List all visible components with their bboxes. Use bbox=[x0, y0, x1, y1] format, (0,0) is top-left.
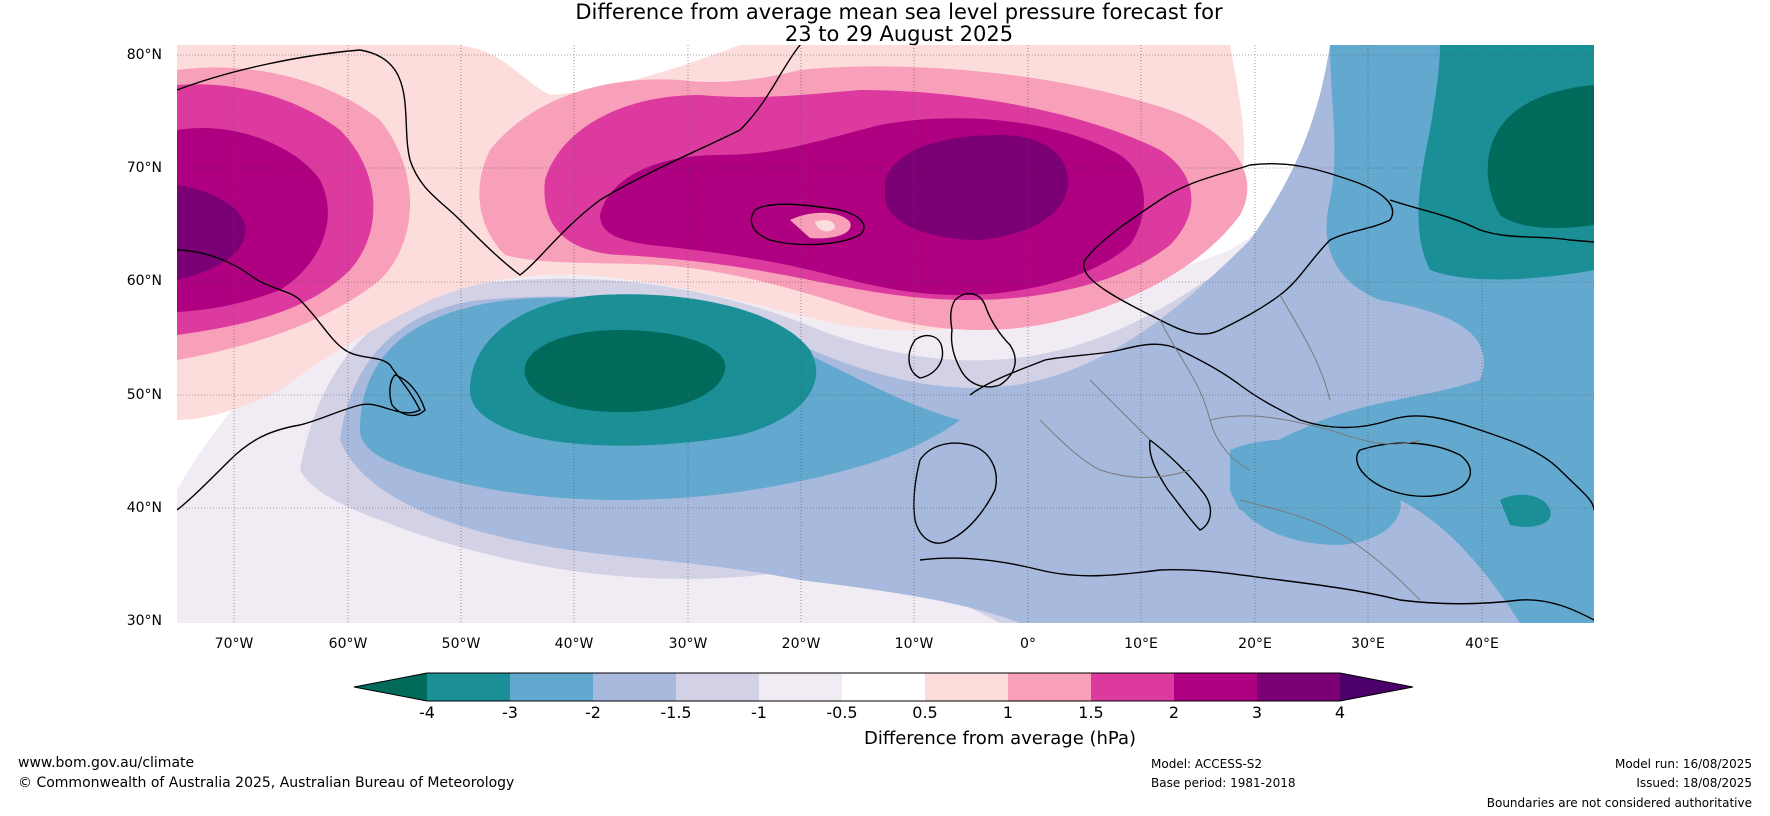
colorbar-tick-label: 0.5 bbox=[912, 703, 938, 722]
lon-label-10e: 10°E bbox=[1124, 636, 1158, 652]
colorbar-swatch bbox=[510, 673, 593, 701]
lon-label-60w: 60°W bbox=[328, 636, 368, 652]
chart-title: Difference from average mean sea level p… bbox=[575, 0, 1223, 24]
colorbar-outline bbox=[353, 672, 1414, 702]
colorbar-title: Difference from average (hPa) bbox=[863, 728, 1137, 749]
copyright-text: © Commonwealth of Australia 2025, Austra… bbox=[18, 775, 515, 791]
colorbar-tick-label: 1.5 bbox=[1078, 703, 1104, 722]
colorbar-swatch bbox=[1008, 673, 1091, 701]
lon-label-70w: 70°W bbox=[214, 636, 254, 652]
lat-label-50n: 50°N bbox=[126, 387, 162, 403]
colorbar-swatch bbox=[1257, 673, 1340, 701]
colorbar-tick-label: 1 bbox=[1002, 703, 1014, 722]
website-link[interactable]: www.bom.gov.au/climate bbox=[18, 755, 195, 771]
country-borders bbox=[1039, 294, 1421, 601]
colorbar-swatch bbox=[593, 673, 676, 701]
lon-label-10w: 10°W bbox=[894, 636, 934, 652]
colorbar-extension-high bbox=[1340, 673, 1413, 701]
lon-label-30w: 30°W bbox=[668, 636, 708, 652]
colorbar-swatch bbox=[925, 673, 1008, 701]
colorbar-tick-label: -4 bbox=[419, 703, 435, 722]
lon-label-20e: 20°E bbox=[1238, 636, 1272, 652]
disclaimer-text: Boundaries are not considered authoritat… bbox=[1486, 796, 1752, 810]
colorbar-tick-label: -1 bbox=[751, 703, 767, 722]
lon-label-20w: 20°W bbox=[781, 636, 821, 652]
positive-anomaly-fields bbox=[177, 45, 1248, 420]
lon-label-30e: 30°E bbox=[1351, 636, 1385, 652]
colorbar-swatch bbox=[427, 673, 510, 701]
lat-label-40n: 40°N bbox=[126, 500, 162, 516]
colorbar-tick-label: 3 bbox=[1251, 703, 1263, 722]
lon-label-0: 0° bbox=[1020, 636, 1036, 652]
colorbar-swatch bbox=[759, 673, 842, 701]
lat-label-60n: 60°N bbox=[126, 273, 162, 289]
colorbar-tick-label: 4 bbox=[1334, 703, 1346, 722]
negative-anomaly-fields bbox=[177, 45, 1594, 623]
colorbar-swatch bbox=[1174, 673, 1257, 701]
lon-label-50w: 50°W bbox=[441, 636, 481, 652]
colorbar bbox=[353, 672, 1414, 702]
lat-label-80n: 80°N bbox=[126, 47, 162, 63]
lon-label-40e: 40°E bbox=[1465, 636, 1499, 652]
coastlines bbox=[177, 45, 1594, 621]
colorbar-extension-low bbox=[354, 673, 427, 701]
issued-text: Issued: 18/08/2025 bbox=[1636, 776, 1752, 790]
model-text: Model: ACCESS-S2 bbox=[1151, 757, 1263, 771]
model-run-text: Model run: 16/08/2025 bbox=[1614, 757, 1752, 771]
lat-label-70n: 70°N bbox=[126, 160, 162, 176]
colorbar-tick-label: -0.5 bbox=[826, 703, 858, 722]
lon-label-40w: 40°W bbox=[554, 636, 594, 652]
colorbar-tick-label: 2 bbox=[1168, 703, 1180, 722]
colorbar-tick-label: -2 bbox=[585, 703, 601, 722]
lat-label-30n: 30°N bbox=[126, 613, 162, 629]
colorbar-tick-label: -1.5 bbox=[660, 703, 692, 722]
graticule bbox=[177, 45, 1594, 623]
colorbar-tick-label: -3 bbox=[502, 703, 518, 722]
colorbar-swatch bbox=[1091, 673, 1174, 701]
colorbar-swatch bbox=[676, 673, 759, 701]
base-period-text: Base period: 1981-2018 bbox=[1151, 776, 1296, 790]
chart-subtitle-dates: 23 to 29 August 2025 bbox=[784, 22, 1014, 46]
pressure-anomaly-map bbox=[177, 45, 1594, 623]
colorbar-swatch bbox=[842, 673, 925, 701]
